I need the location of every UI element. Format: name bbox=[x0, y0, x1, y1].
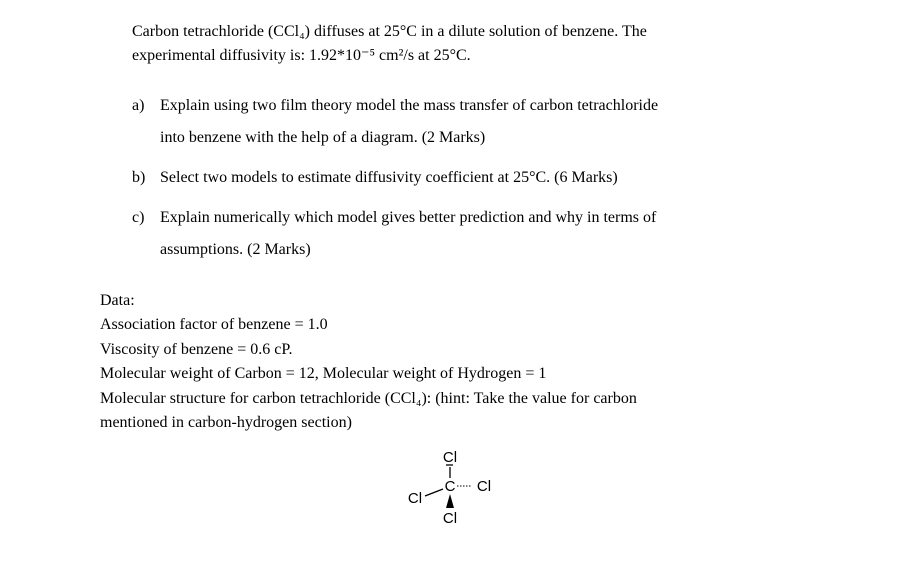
data-line4: Molecular structure for carbon tetrachlo… bbox=[100, 388, 800, 410]
bond-left bbox=[425, 489, 443, 496]
marker-c: c) bbox=[132, 202, 160, 266]
data-line1: Association factor of benzene = 1.0 bbox=[100, 314, 800, 336]
intro-line1: Carbon tetrachloride (CCl₄) diffuses at … bbox=[132, 20, 800, 44]
ccl4-molecule-svg: Cl C Cl Cl Cl bbox=[395, 448, 505, 528]
question-a: a) Explain using two film theory model t… bbox=[132, 90, 800, 154]
marker-a: a) bbox=[132, 90, 160, 154]
c-center: C bbox=[445, 478, 456, 495]
cl-top: Cl bbox=[443, 449, 457, 466]
data-line5: mentioned in carbon-hydrogen section) bbox=[100, 412, 800, 434]
marker-b: b) bbox=[132, 162, 160, 194]
question-b: b) Select two models to estimate diffusi… bbox=[132, 162, 800, 194]
intro-line2: experimental diffusivity is: 1.92*10⁻⁵ c… bbox=[132, 44, 800, 68]
problem-intro: Carbon tetrachloride (CCl₄) diffuses at … bbox=[132, 20, 800, 68]
cl-bottom: Cl bbox=[443, 510, 457, 527]
question-a-text: Explain using two film theory model the … bbox=[160, 90, 800, 154]
question-c-text: Explain numerically which model gives be… bbox=[160, 202, 800, 266]
question-c: c) Explain numerically which model gives… bbox=[132, 202, 800, 266]
qa-line2: into benzene with the help of a diagram.… bbox=[160, 122, 800, 154]
questions-list: a) Explain using two film theory model t… bbox=[132, 90, 800, 266]
qa-line1: Explain using two film theory model the … bbox=[160, 90, 800, 122]
cl-left: Cl bbox=[408, 490, 422, 507]
molecule-structure: Cl C Cl Cl Cl bbox=[100, 448, 800, 528]
qc-line1: Explain numerically which model gives be… bbox=[160, 202, 800, 234]
data-header: Data: bbox=[100, 290, 800, 312]
question-b-text: Select two models to estimate diffusivit… bbox=[160, 162, 800, 194]
data-line3: Molecular weight of Carbon = 12, Molecul… bbox=[100, 363, 800, 385]
cl-right: Cl bbox=[477, 478, 491, 495]
bond-bottom-wedge bbox=[446, 494, 454, 508]
qc-line2: assumptions. (2 Marks) bbox=[160, 234, 800, 266]
data-section: Data: Association factor of benzene = 1.… bbox=[100, 290, 800, 434]
data-line2: Viscosity of benzene = 0.6 cP. bbox=[100, 339, 800, 361]
